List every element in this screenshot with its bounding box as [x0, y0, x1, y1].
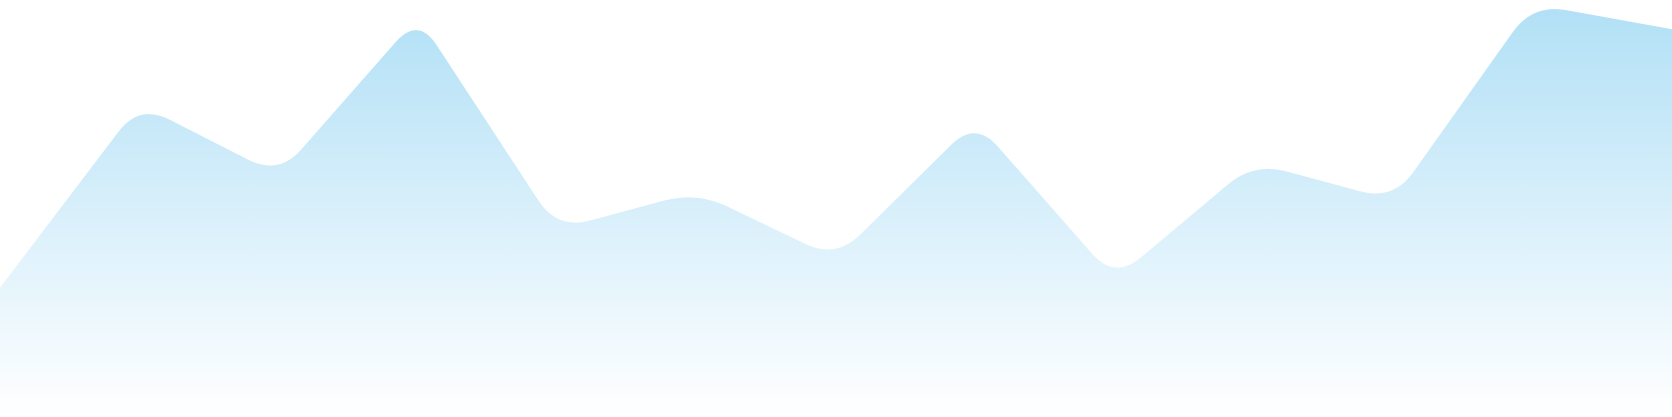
series-layer	[0, 9, 1672, 417]
area-series-0	[0, 9, 1672, 417]
